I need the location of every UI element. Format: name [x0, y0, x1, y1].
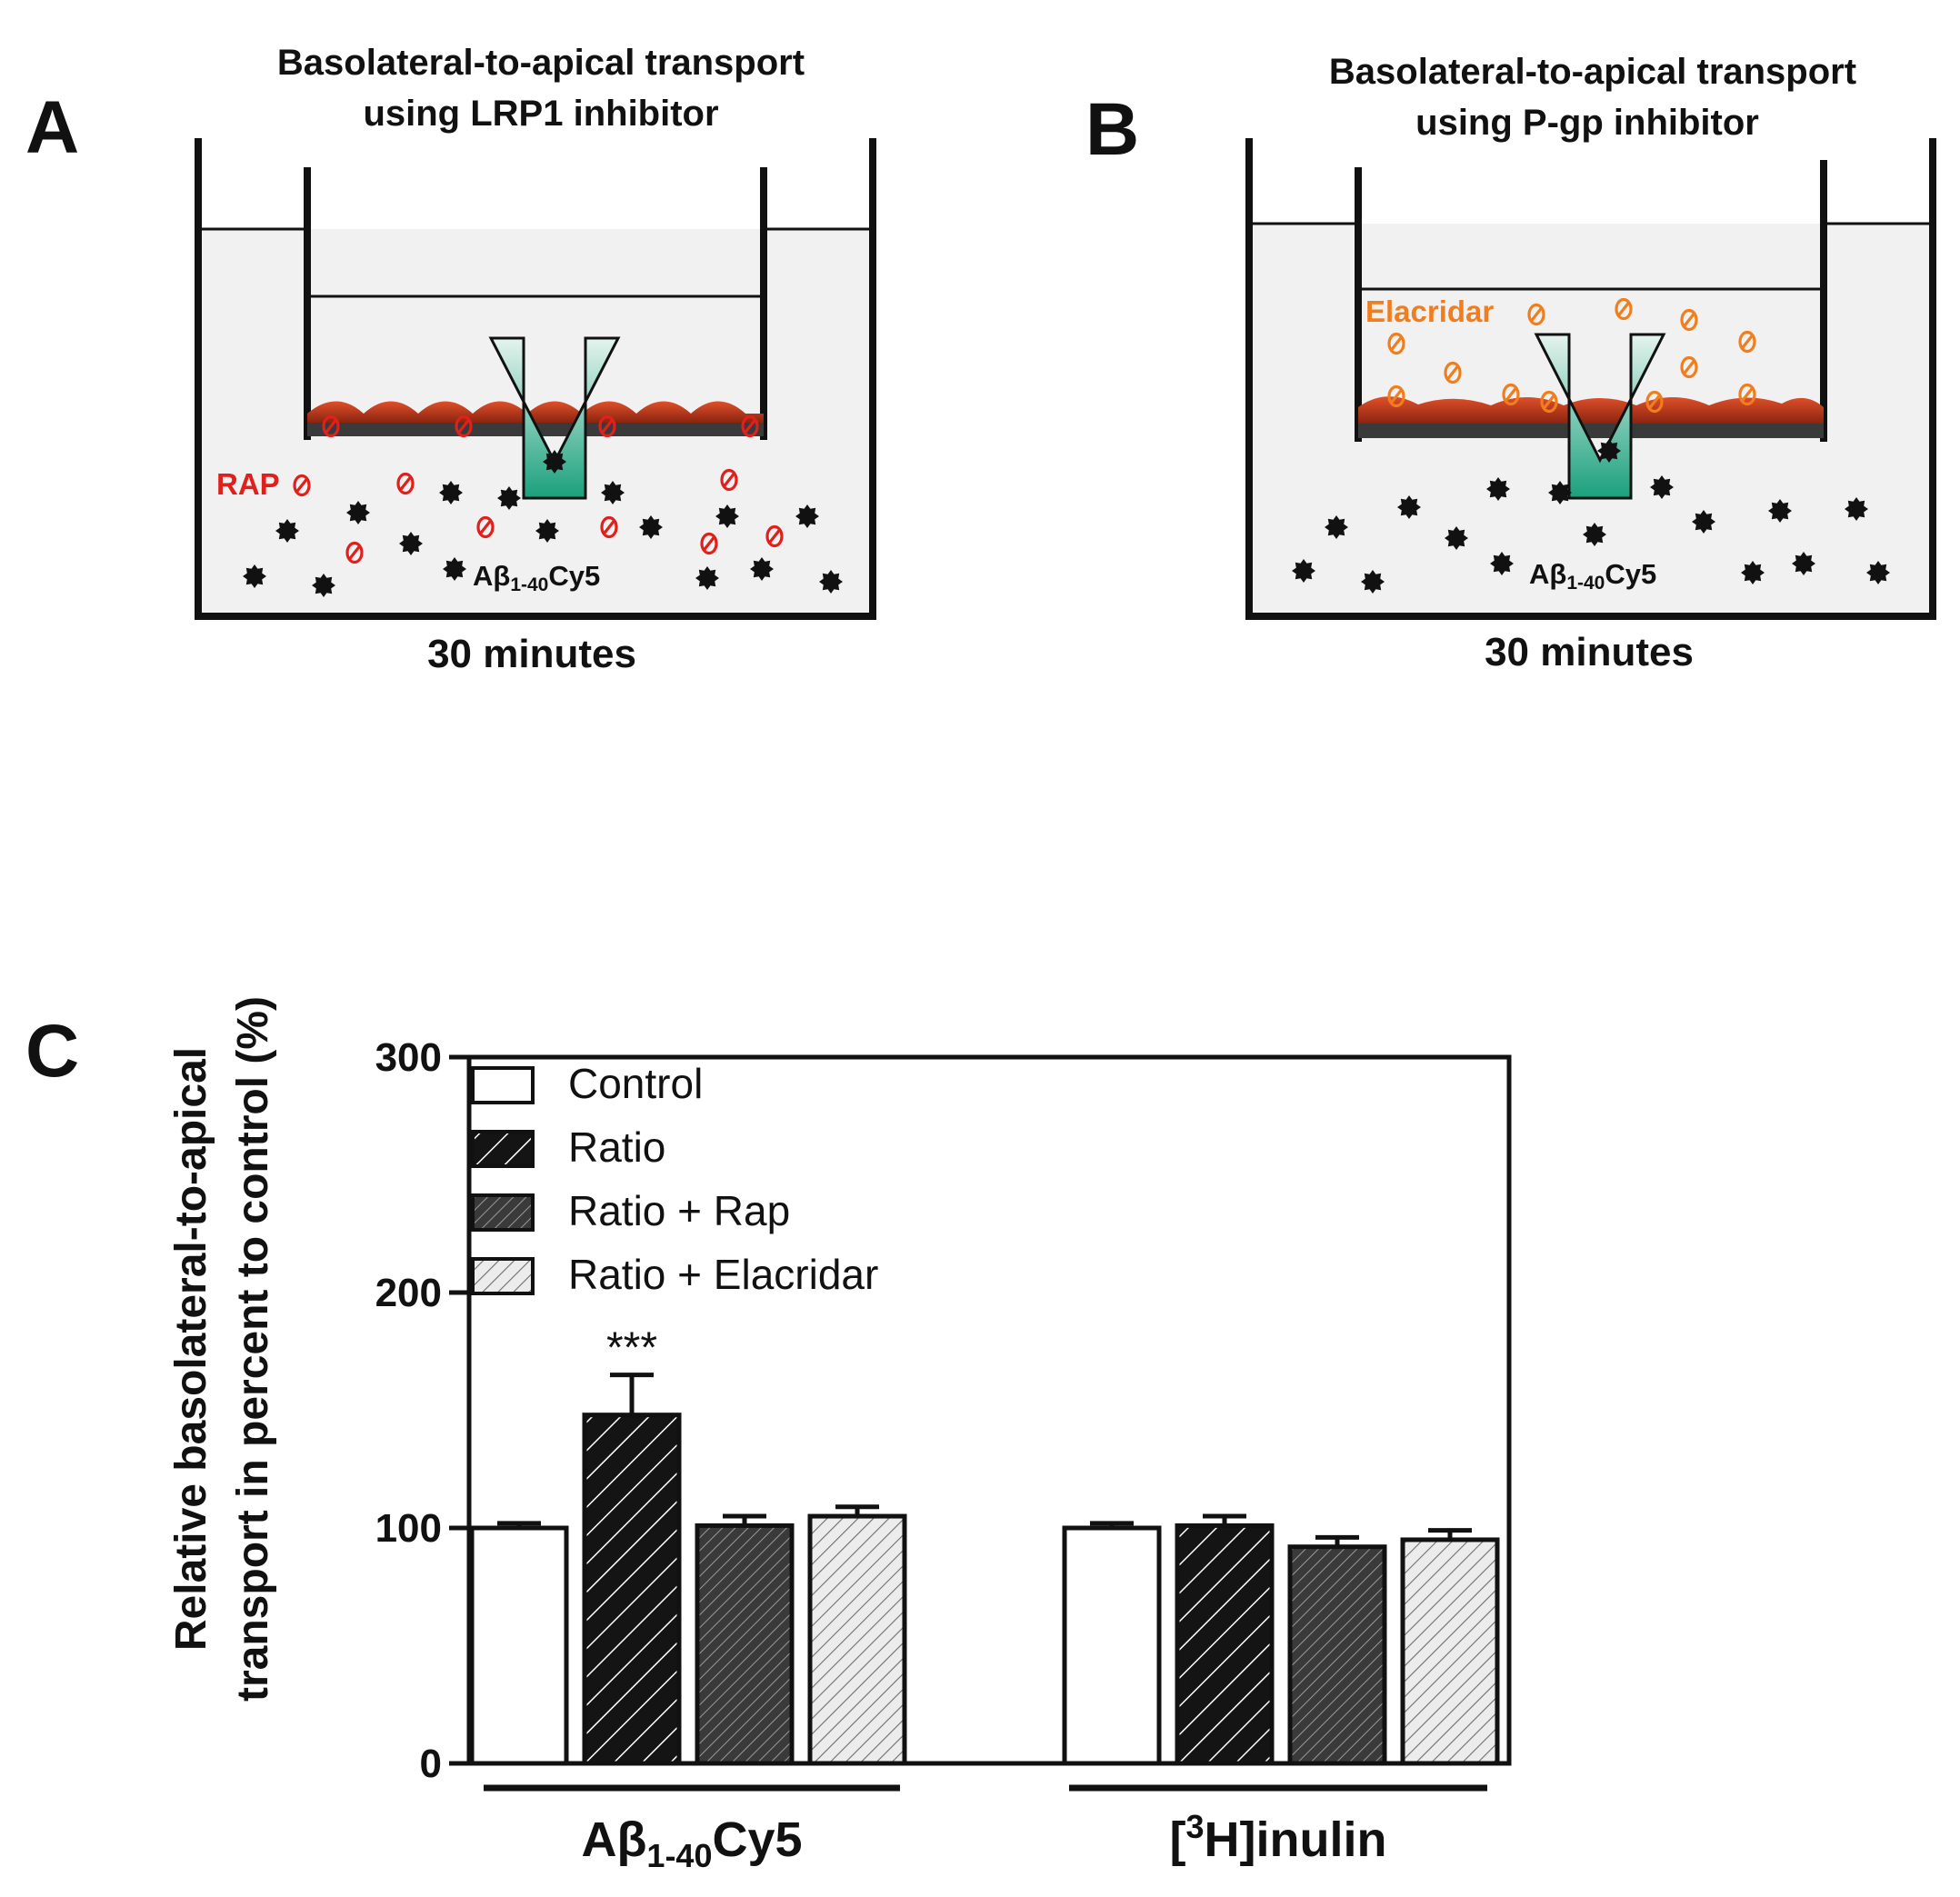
legend-label: Ratio: [568, 1123, 665, 1171]
legend-swatch: [471, 1193, 535, 1232]
bar-chart: 0 100 200 300 *** Control Ratio Ratio + Rap Rati…: [375, 1035, 1512, 1874]
plot-frame: [466, 1054, 1512, 1766]
panel-b: B Basolateral-to-apical transport using …: [1085, 52, 1936, 674]
panel-b-well: [1245, 138, 1936, 620]
panel-a-peptide-label: Aβ1-40Cy5: [473, 560, 600, 595]
peptide-icon: [750, 557, 774, 581]
panel-a-letter: A: [25, 86, 79, 169]
peptide-icon: [795, 504, 819, 528]
peptide-icon: [275, 519, 299, 543]
peptide-icon: [312, 574, 335, 597]
peptide-icon: [1445, 526, 1468, 550]
peptide-icon: [243, 564, 266, 588]
panel-a-inhibitor-label: RAP: [216, 467, 280, 501]
peptide-icon: [695, 566, 719, 590]
panel-a-cell-monolayer: [307, 401, 764, 423]
peptide-icon: [1741, 561, 1765, 584]
bar: [582, 1413, 682, 1766]
y-tick-label: 200: [375, 1271, 442, 1315]
panel-b-membrane: [1358, 424, 1824, 438]
y-axis-label-line1: Relative basolateral-to-apical: [167, 1047, 215, 1651]
significance-marker: ***: [606, 1324, 657, 1373]
peptide-icon: [399, 532, 423, 555]
panel-a: A Basolateral-to-apical transport using …: [25, 43, 876, 676]
peptide-icon: [497, 486, 521, 510]
peptide-icon: [1650, 475, 1674, 499]
peptide-icon: [1548, 481, 1572, 504]
panel-b-peptide-label: Aβ1-40Cy5: [1529, 558, 1656, 594]
bar: [807, 1513, 907, 1766]
peptide-icon: [1768, 499, 1792, 523]
panel-b-cell-monolayer: [1358, 396, 1824, 424]
peptide-icon: [819, 570, 843, 594]
panel-b-inhibitor-label: Elacridar: [1365, 295, 1494, 328]
peptide-icon: [639, 515, 663, 539]
peptide-icon: [543, 450, 566, 474]
legend-swatch: [471, 1130, 535, 1168]
y-axis-label-line2: transport in percent to control (%): [229, 996, 277, 1702]
bar: [1400, 1537, 1500, 1766]
peptide-icon: [1597, 439, 1621, 463]
panel-b-title-line2: using P-gp inhibitor: [1415, 103, 1759, 143]
peptide-icon: [1486, 477, 1510, 501]
bar: [1287, 1544, 1387, 1766]
peptide-icon: [1692, 510, 1715, 534]
panel-a-title-line2: using LRP1 inhibitor: [363, 94, 718, 134]
peptide-icon: [1866, 561, 1890, 584]
peptide-icon: [1292, 559, 1315, 583]
legend-label: Control: [568, 1060, 703, 1107]
peptide-icon: [601, 481, 625, 504]
bar: [1062, 1525, 1162, 1766]
peptide-icon: [346, 501, 370, 524]
panel-a-well: [195, 138, 876, 620]
y-tick-label: 300: [375, 1035, 442, 1080]
peptide-icon: [443, 557, 466, 581]
group-label: [3H]inulin: [1170, 1808, 1387, 1867]
bar: [469, 1525, 569, 1766]
peptide-icon: [1325, 515, 1348, 539]
peptide-icon: [1583, 523, 1606, 546]
legend-swatch: [471, 1257, 535, 1295]
peptide-icon: [1361, 570, 1385, 594]
peptide-icon: [439, 481, 463, 504]
panel-a-time: 30 minutes: [427, 632, 636, 676]
bar: [1175, 1523, 1275, 1766]
legend-label: Ratio + Elacridar: [568, 1251, 878, 1298]
legend-label: Ratio + Rap: [568, 1187, 790, 1234]
peptide-icon: [1490, 552, 1514, 575]
panel-a-title-line1: Basolateral-to-apical transport: [277, 43, 805, 83]
group-label: Aβ1-40Cy5: [581, 1812, 802, 1874]
peptide-icon: [1397, 495, 1421, 519]
peptide-icon: [1845, 497, 1868, 521]
y-tick-label: 100: [375, 1506, 442, 1551]
bar: [695, 1523, 795, 1766]
panel-b-letter: B: [1085, 88, 1139, 171]
panel-b-time: 30 minutes: [1485, 630, 1694, 674]
legend-swatch: [471, 1066, 535, 1104]
panel-c: C Relative basolateral-to-apical transpo…: [25, 996, 1512, 1874]
peptide-icon: [715, 504, 739, 528]
panel-c-letter: C: [25, 1010, 79, 1093]
panel-a-apical-medium: [307, 296, 764, 416]
panel-b-title-line1: Basolateral-to-apical transport: [1329, 52, 1856, 92]
peptide-icon: [535, 519, 559, 543]
y-tick-label: 0: [420, 1742, 442, 1786]
panel-b-transport-arrow: [1534, 333, 1666, 500]
peptide-icon: [1792, 552, 1815, 575]
